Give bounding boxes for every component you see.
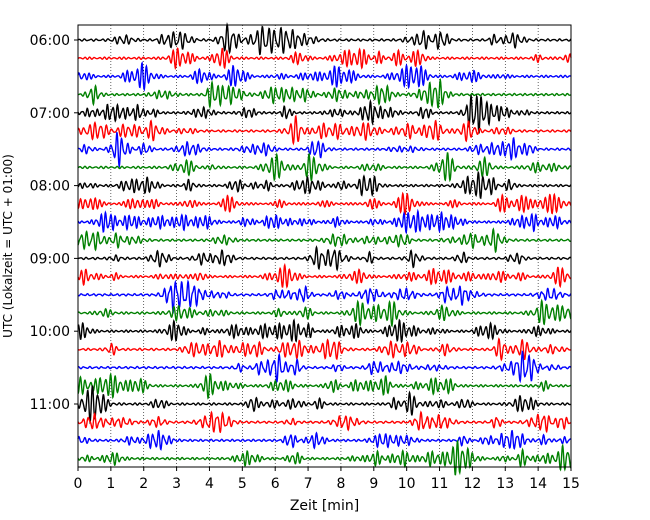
x-tick-label: 13	[496, 476, 514, 492]
seismic-trace	[77, 191, 572, 216]
seismic-trace	[77, 337, 572, 362]
x-axis-ticks: 0 1 2 3 4 5 6 7 8 9 10 11 12 13 14 15	[74, 467, 580, 492]
plot-background	[78, 25, 571, 467]
x-tick-label: 12	[463, 476, 481, 492]
y-tick-label: 11:00	[30, 397, 70, 413]
seismic-trace	[77, 318, 572, 344]
seismic-trace	[77, 227, 572, 254]
y-tick-label: 10:00	[30, 324, 70, 340]
seismic-trace	[77, 298, 572, 328]
seismic-trace	[77, 385, 572, 425]
seismic-trace	[77, 245, 572, 272]
seismic-trace	[77, 429, 572, 451]
x-tick-label: 2	[139, 476, 148, 492]
seismic-trace	[77, 114, 572, 146]
seismic-trace	[77, 262, 572, 289]
x-tick-label: 10	[398, 476, 416, 492]
seismic-trace	[77, 372, 572, 400]
seismic-trace	[77, 77, 572, 110]
x-tick-label: 6	[271, 476, 280, 492]
y-tick-label: 09:00	[30, 251, 70, 267]
plot-frame	[77, 24, 572, 468]
seismic-trace	[77, 350, 572, 384]
seismic-trace	[77, 208, 572, 235]
x-tick-label: 7	[304, 476, 313, 492]
seismic-trace	[77, 22, 572, 56]
seismic-traces	[77, 22, 572, 476]
y-tick-label: 07:00	[30, 106, 70, 122]
seismic-trace	[77, 410, 572, 434]
seismic-trace	[77, 131, 572, 169]
x-tick-label: 11	[431, 476, 449, 492]
x-tick-label: 5	[238, 476, 247, 492]
seismic-trace	[77, 94, 572, 134]
x-tick-label: 1	[106, 476, 115, 492]
x-tick-label: 15	[562, 476, 580, 492]
seismic-trace	[77, 61, 572, 92]
seismic-trace	[77, 439, 572, 476]
y-axis-ticks: 06:00 07:00 08:00 09:00 10:00 11:00	[30, 33, 78, 413]
seismic-trace	[77, 47, 572, 71]
seismic-trace	[77, 170, 572, 200]
x-tick-label: 0	[74, 476, 83, 492]
x-tick-label: 8	[336, 476, 345, 492]
y-tick-label: 06:00	[30, 33, 70, 49]
seismic-trace	[77, 279, 572, 315]
x-tick-label: 14	[529, 476, 547, 492]
seismic-trace	[77, 152, 572, 183]
x-axis-label: Zeit [min]	[290, 498, 359, 514]
y-tick-label: 08:00	[30, 179, 70, 195]
x-tick-label: 3	[172, 476, 181, 492]
x-tick-label: 9	[369, 476, 378, 492]
x-tick-label: 4	[205, 476, 214, 492]
y-axis-label: UTC (Lokalzeit = UTC + 01:00)	[1, 154, 15, 338]
